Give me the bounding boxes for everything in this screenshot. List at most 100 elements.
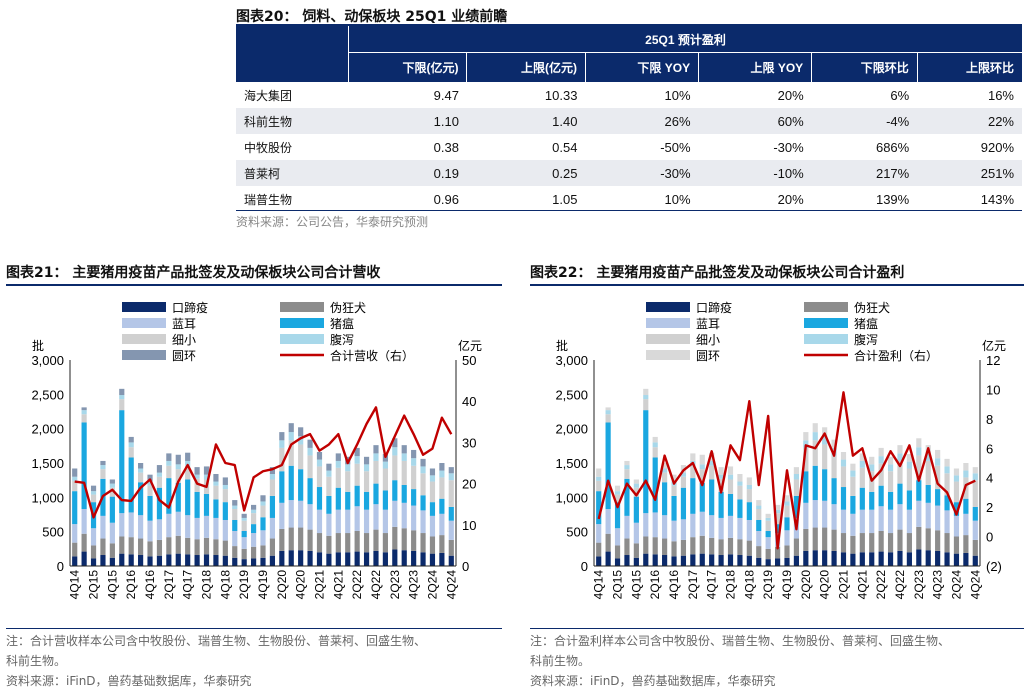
chart21-bar [81,551,87,566]
chart22-bar [906,490,912,510]
chart22-bar [831,504,837,530]
chart22-bar [953,468,960,476]
chart21-bar [185,515,191,538]
chart21-bar [429,536,436,554]
chart21-bar [260,501,266,506]
chart21-bar [429,481,436,503]
chart21-bar [326,463,332,471]
chart21-bar [335,460,341,468]
chart21-bar [326,476,332,496]
chart22-bar [680,476,687,488]
chart21-bar [194,478,200,492]
chart21-bar [392,500,398,527]
table20-row: 瑞普生物 0.96 1.05 10% 20% 139% 143% [236,186,1022,212]
chart21-xtick: 4Q21 [331,570,345,600]
chart21-bar [100,555,106,566]
chart21-bar [316,533,323,553]
chart22-ytick: 3,000 [555,353,588,368]
chart21-bar [326,470,332,477]
chart22-bar [699,454,705,465]
chart21-bar [251,504,257,510]
chart22-xtick: 4Q14 [592,570,606,600]
chart21-bar [138,555,144,566]
table20-cell: 1.10 [348,108,467,134]
chart22-legend-label: 伪狂犬 [854,301,890,315]
chart21-bar [128,554,134,566]
chart22-legend-label: 猪瘟 [854,316,878,331]
chart22-bar [840,509,847,534]
chart21-ytick: 1,500 [31,456,64,471]
chart21-bar [354,456,360,464]
chart21-bar [166,554,172,566]
chart21-bar [72,468,78,477]
chart21-bar [175,464,181,470]
chart21-bar [307,478,313,505]
chart22-bar [850,535,856,554]
chart21-bar [448,539,454,556]
chart22-bar [822,550,828,566]
chart21-bar [382,552,388,566]
chart22-ytick: 1,500 [555,456,588,471]
chart22-bar [709,465,715,480]
table20-group-header: 25Q1 预计盈利 [348,26,1022,53]
chart21-bar [175,482,181,512]
chart21-legend-label: 圆环 [172,349,196,363]
chart22-bar [718,467,724,475]
chart22-bar [953,475,960,482]
chart22-bar [737,555,743,566]
chart21-legend-label: 猪瘟 [330,316,354,331]
chart21-bar [81,509,87,534]
chart22-bar [614,502,621,529]
chart22-bar [953,502,960,516]
chart22-bar [878,463,884,486]
chart22-bar [897,550,903,566]
chart22-bar [614,528,621,546]
chart21-bar [251,558,257,566]
table20: 25Q1 预计盈利 下限(亿元) 上限(亿元) 下限 YOY 上限 YOY 下限环比 上限… [236,26,1022,212]
table20-cell: 0.19 [348,160,467,186]
chart22-xtick: 2Q22 [874,570,888,600]
table20-col-header: 下限(亿元) [348,52,468,82]
chart21-bar [251,546,257,559]
chart22-bar [840,533,847,553]
chart22-bar [963,552,969,566]
chart22-bar [718,491,724,518]
chart21-bar [109,483,115,488]
chart22-bar [963,535,969,553]
chart22-bar [605,533,611,552]
chart21-bar [241,517,247,521]
chart22-bar [624,515,630,539]
chart21-bar [203,493,210,516]
chart21-bar [119,536,125,554]
chart22-bar [859,467,865,488]
chart21-bar [420,458,426,467]
chart21-bar [222,540,228,556]
chart21-legend-swatch [122,334,166,344]
chart22-bar [709,452,715,461]
chart21-bar [100,515,106,539]
chart22-note2: 科前生物。 [530,654,591,668]
chart22-bar [624,469,630,479]
chart22-bar [680,519,687,540]
chart22-bar [737,517,743,540]
chart22-bar [906,509,912,534]
chart22-bar [671,495,677,521]
chart22-bar [671,541,677,557]
chart22-bar [784,545,790,558]
table20-corner [236,26,349,53]
chart21-bar [166,465,172,479]
chart22-xtick: 2Q18 [724,570,738,600]
chart21-legend-swatch [122,302,166,312]
chart21-bar [354,530,360,552]
chart21-bar [326,553,332,566]
chart22-y2tick: 8 [986,412,993,427]
chart21-bar [232,530,238,547]
chart22-bar [831,529,837,551]
chart22-bar [746,502,752,520]
chart21-bar [429,515,436,537]
chart22-bar [887,491,894,510]
chart21-bar [401,502,407,529]
chart22-legend-swatch [646,334,690,344]
chart21-bar [90,528,97,546]
table20-col-header: 上限(亿元) [466,52,586,82]
